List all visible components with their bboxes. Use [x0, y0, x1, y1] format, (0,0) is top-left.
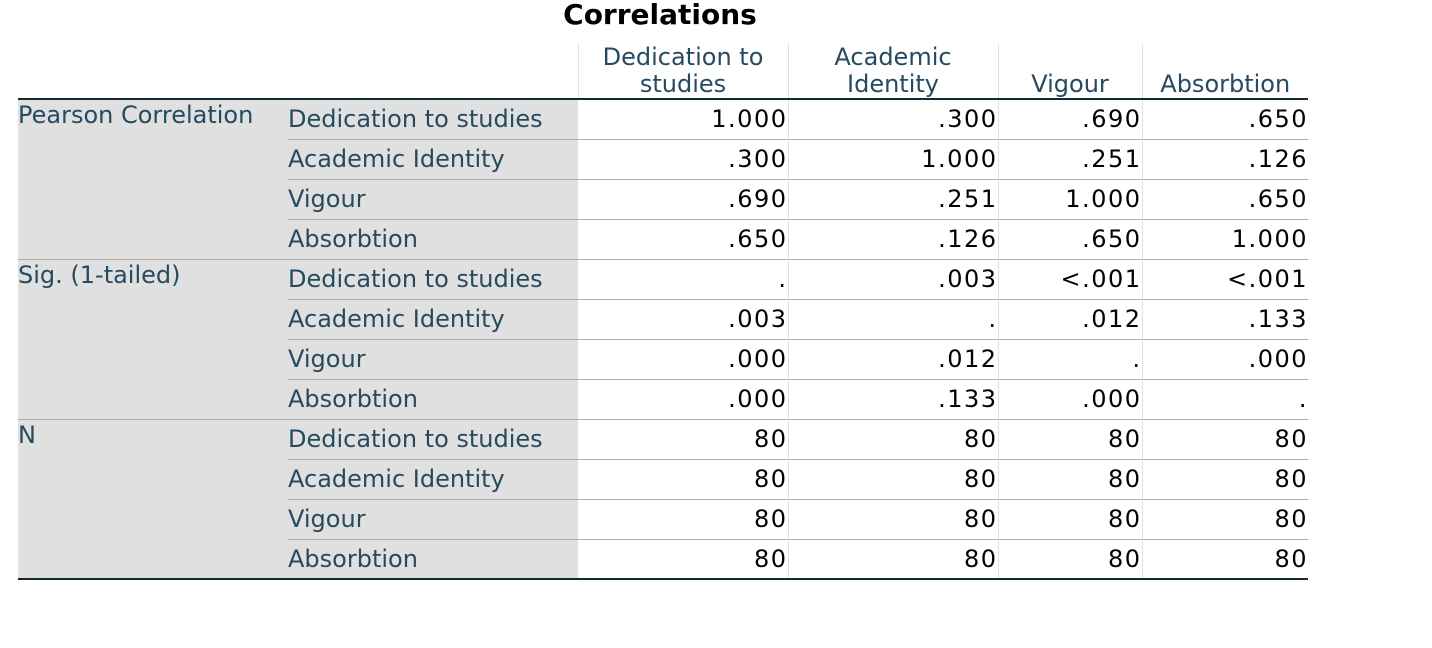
table-cell: .650: [1141, 178, 1308, 219]
table-cell: .300: [787, 99, 998, 139]
table-cell: 1.000: [787, 138, 998, 179]
column-header-absorbtion: Absorbtion: [1141, 44, 1308, 100]
table-cell: 1.000: [578, 99, 788, 139]
row-header: Academic Identity: [288, 298, 578, 339]
row-header: Academic Identity: [288, 138, 578, 179]
header-corner-blank: [288, 44, 578, 100]
table-cell: 80: [787, 498, 998, 539]
table-cell: .000: [997, 378, 1142, 419]
table-row: Absorbtion .650.126.650 1.000: [18, 218, 1308, 259]
table-cell: .133: [1141, 298, 1308, 339]
column-header-line: studies: [639, 70, 727, 98]
row-header: Vigour: [288, 498, 578, 539]
table-row: Academic Identity .300 1.000.251.126: [18, 138, 1308, 179]
column-header-line: Dedication to: [602, 43, 764, 71]
table-cell: 80: [997, 458, 1142, 499]
table-cell: .003: [787, 258, 998, 299]
table-cell: .690: [997, 99, 1142, 139]
table-title: Correlations: [563, 0, 757, 31]
table-cell: 1.000: [1141, 218, 1308, 259]
row-group-label: Pearson Correlation: [18, 99, 288, 259]
table-cell: <.001: [997, 258, 1142, 299]
table-cell: .650: [578, 218, 788, 259]
header-corner-blank: [18, 44, 288, 100]
row-header: Dedication to studies: [288, 258, 578, 299]
table-cell: .126: [1141, 138, 1308, 179]
table-cell: 80: [578, 418, 788, 459]
column-header-line: Vigour: [1031, 70, 1109, 98]
table-cell: .300: [578, 138, 788, 179]
row-header: Absorbtion: [288, 378, 578, 419]
table-row: Academic Identity 80 80 80 80: [18, 458, 1308, 499]
table-cell: .000: [578, 378, 788, 419]
table-cell: 80: [787, 418, 998, 459]
table-cell: 80: [787, 538, 998, 580]
table-cell: .: [997, 338, 1142, 379]
table-row: Vigour .690.251 1.000.650: [18, 178, 1308, 219]
table-cell: 80: [997, 498, 1142, 539]
column-header-dedication: Dedication to studies: [577, 43, 788, 100]
table-cell: .126: [787, 218, 998, 259]
table-body: Pearson Correlation Dedication to studies…: [18, 99, 1308, 580]
column-header-academic-identity: Academic Identity: [787, 43, 998, 100]
table-cell: .: [787, 298, 998, 339]
column-header-row: Dedication to studies Academic Identity …: [18, 43, 1308, 100]
table-row: Vigour 80 80 80 80: [18, 498, 1308, 539]
table-cell: 80: [1141, 498, 1308, 539]
table-cell: <.001: [1141, 258, 1308, 299]
row-header: Absorbtion: [288, 538, 578, 580]
table-cell: .000: [578, 338, 788, 379]
table-cell: 80: [1141, 458, 1308, 499]
table-cell: 80: [997, 418, 1142, 459]
column-header-line: Absorbtion: [1160, 70, 1291, 98]
table-cell: 80: [578, 458, 788, 499]
table-cell: .000: [1141, 338, 1308, 379]
table-cell: .251: [787, 178, 998, 219]
table-cell: .012: [997, 298, 1142, 339]
column-header-line: Academic: [834, 43, 952, 71]
row-group-label: Sig. (1-tailed): [18, 258, 288, 419]
table-cell: 80: [1141, 418, 1308, 459]
correlations-table: Dedication to studies Academic Identity …: [18, 44, 1308, 580]
column-header-vigour: Vigour: [997, 44, 1142, 100]
table-cell: .: [578, 258, 788, 299]
table-cell: .650: [1141, 99, 1308, 139]
row-header: Dedication to studies: [288, 418, 578, 459]
table-cell: .133: [787, 378, 998, 419]
table-row: Pearson Correlation Dedication to studies…: [18, 99, 1308, 259]
table-cell: .003: [578, 298, 788, 339]
table-cell: .690: [578, 178, 788, 219]
table-row: N Dedication to studies 80 80 80 80: [18, 418, 1308, 580]
table-row: Academic Identity .003. .012.133: [18, 298, 1308, 339]
row-group-label: N: [18, 418, 288, 580]
table-cell: 80: [578, 538, 788, 580]
table-cell: .012: [787, 338, 998, 379]
table-cell: 80: [997, 538, 1142, 580]
table-cell: 1.000: [997, 178, 1142, 219]
row-header: Academic Identity: [288, 458, 578, 499]
table-row: Vigour .000.012. .000: [18, 338, 1308, 379]
table-cell: 80: [578, 498, 788, 539]
table-row: Sig. (1-tailed) Dedication to studies. .00…: [18, 258, 1308, 419]
table-row: Absorbtion .000.133.000.: [18, 378, 1308, 419]
table-row: Absorbtion 80 80 80 80: [18, 538, 1308, 580]
table-cell: .650: [997, 218, 1142, 259]
row-header: Dedication to studies: [288, 99, 578, 139]
column-header-line: Identity: [847, 70, 939, 98]
table-cell: 80: [787, 458, 998, 499]
table-cell: .251: [997, 138, 1142, 179]
row-header: Vigour: [288, 178, 578, 219]
table-cell: .: [1141, 378, 1308, 419]
row-header: Absorbtion: [288, 218, 578, 259]
row-header: Vigour: [288, 338, 578, 379]
table-cell: 80: [1141, 538, 1308, 580]
